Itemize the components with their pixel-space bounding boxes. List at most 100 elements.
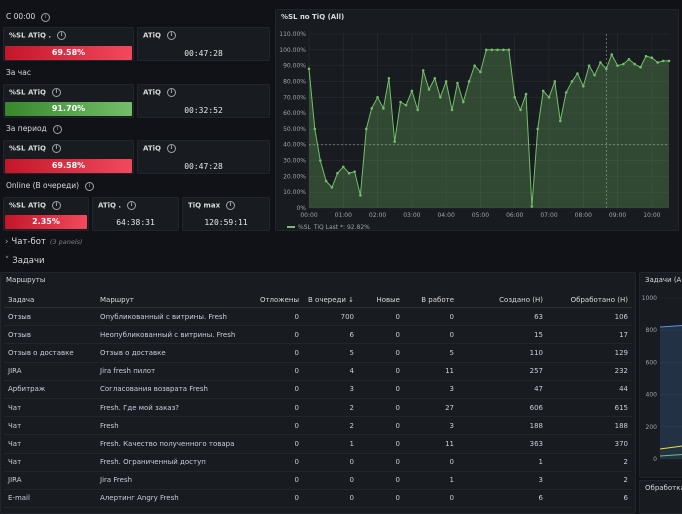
data-point <box>593 73 596 77</box>
data-point <box>479 70 482 74</box>
table-cell: 17 <box>547 325 632 345</box>
info-icon[interactable]: i <box>51 201 61 210</box>
info-icon[interactable]: i <box>167 144 176 153</box>
info-icon[interactable]: i <box>167 31 176 40</box>
sl-value-bar: 69.58% <box>5 159 132 173</box>
data-point <box>622 62 625 66</box>
data-point <box>530 205 534 208</box>
table-cell: 0 <box>358 489 404 509</box>
data-point <box>667 59 671 63</box>
column-header[interactable]: Новые <box>358 292 404 308</box>
table-row[interactable]: Чат Fresh. Качество полученного товара 0 1 0… <box>4 434 632 454</box>
column-header[interactable]: Задача <box>4 292 96 308</box>
data-point <box>359 194 362 197</box>
table-row[interactable]: Отзыв Неопубликованный с витрины. Fresh 0 6… <box>4 325 632 345</box>
data-point <box>513 95 517 99</box>
table-row[interactable]: Чат Fresh. Где мой заказ? 0 2 0 27 606 615 <box>4 398 632 418</box>
column-header[interactable]: В работе <box>404 292 458 308</box>
column-header[interactable]: Обработано (Н) <box>547 292 632 308</box>
info-icon[interactable]: i <box>127 201 137 210</box>
info-icon[interactable]: i <box>51 144 61 153</box>
data-point <box>564 91 568 94</box>
column-header[interactable]: Отложены <box>248 292 303 308</box>
table-cell: 0 <box>404 307 458 327</box>
data-point <box>639 65 642 69</box>
y-tick-label: 0 <box>653 456 657 463</box>
info-icon[interactable]: i <box>52 124 62 134</box>
stat-panel-online-atiq[interactable]: ATiQ . i 64:38:31 <box>92 197 179 231</box>
stat-panel-online-sl[interactable]: %SL ATiQ i 2.35% <box>3 197 89 231</box>
data-point <box>502 48 505 52</box>
table-row[interactable]: JIRA Jira fresh пилот 0 4 0 11 257 232 <box>4 362 632 381</box>
table-cell: Fresh. Качество полученного товара <box>96 434 248 454</box>
stat-panel-now-atiq[interactable]: ATiQ i 00:47:28 <box>137 27 270 61</box>
sl-value-bar: 69.58% <box>5 46 132 60</box>
stat-panel-online-tiqmax[interactable]: TiQ max i 120:59:11 <box>182 197 270 231</box>
table-row[interactable]: E-mail Алертинг Angry Fresh 0 0 0 0 6 6 <box>4 489 632 509</box>
column-header[interactable]: Создано (Н) <box>458 292 547 308</box>
table-cell: 1 <box>303 434 358 454</box>
y-tick-label: 1000 <box>642 295 657 302</box>
y-tick-label: 100.00% <box>279 47 306 54</box>
data-point <box>416 108 419 112</box>
panel-title: %SL ATiQ <box>9 201 46 210</box>
column-header-sorted[interactable]: В очереди ↓ <box>303 292 358 308</box>
table-cell: 27 <box>404 398 458 418</box>
table-row[interactable]: Отзыв Опубликованный с витрины. Fresh 0 700… <box>4 307 632 327</box>
table-cell: 188 <box>458 416 547 436</box>
atiq-value: 00:32:52 <box>184 106 223 115</box>
table-cell: Fresh. Ограниченный доступ <box>96 453 248 472</box>
processing-panel[interactable]: Обработка <box>639 480 682 514</box>
stat-panel-hour-sl[interactable]: %SL ATiQ i 91.70% <box>3 84 134 118</box>
x-tick-label: 10:00 <box>643 212 660 219</box>
table-cell: 257 <box>458 362 547 381</box>
stat-panel-hour-atiq[interactable]: ATiQ i 00:32:52 <box>137 84 270 118</box>
series-line <box>659 454 682 457</box>
stat-panel-period-sl[interactable]: %SL ATiQ i 69.58% <box>3 140 134 174</box>
info-icon[interactable]: i <box>51 88 61 97</box>
y-tick-label: 80.00% <box>283 78 306 85</box>
table-row[interactable]: Чат Fresh. Ограниченный доступ 0 0 0 0 1 2 <box>4 453 632 472</box>
x-tick-label: 06:00 <box>506 212 523 219</box>
data-point <box>490 48 494 52</box>
y-tick-label: 40.00% <box>283 142 306 149</box>
row-chatbot[interactable]: › Чат-бот (3 panels) <box>5 237 83 247</box>
info-icon[interactable]: i <box>167 88 176 97</box>
column-header[interactable]: Маршрут <box>96 292 248 308</box>
data-point <box>507 48 511 52</box>
table-row[interactable]: Арбитраж Согласования возврата Fresh 0 3 0 3 4… <box>4 380 632 399</box>
table-cell: 0 <box>303 453 358 472</box>
table-cell: 44 <box>547 380 632 399</box>
table-row[interactable]: Отзыв о доставке Отзыв о доставке 0 5 0 5 110 1… <box>4 343 632 363</box>
table-cell: 129 <box>547 343 632 363</box>
table-row[interactable]: Чат Fresh 0 2 0 3 188 188 <box>4 416 632 436</box>
table-cell: Отзыв <box>4 307 96 327</box>
table-cell: 0 <box>248 325 303 345</box>
table-cell: 0 <box>248 380 303 399</box>
data-point <box>336 171 339 175</box>
table-cell: 363 <box>458 434 547 454</box>
routes-header-row: Задача Маршрут Отложены В очереди ↓ Новы… <box>4 292 632 308</box>
tasks-all-title: Задачи (All) <box>645 276 682 284</box>
table-cell: 47 <box>458 380 547 399</box>
sl-tiq-chart-panel[interactable]: %SL по TiQ (All) 0% 10.00% 20.00% 30.00% 40.… <box>275 9 679 231</box>
data-point <box>496 48 499 52</box>
table-cell: 370 <box>547 434 632 454</box>
info-icon[interactable]: i <box>85 181 95 191</box>
table-cell: Отзыв <box>4 325 96 345</box>
stat-panel-now-sl[interactable]: %SL ATiQ . i 69.58% <box>3 27 134 61</box>
panel-title: %SL ATiQ <box>9 88 46 97</box>
legend-label: %SL_TiQ Last *: 92.82% <box>298 224 370 230</box>
table-row[interactable]: JIRA Jira Fresh 0 0 0 1 3 2 <box>4 471 632 490</box>
table-cell: 106 <box>547 307 632 327</box>
table-cell: 6 <box>458 489 547 509</box>
info-icon[interactable]: i <box>57 31 67 40</box>
row-tasks[interactable]: ˅ Задачи <box>5 256 45 266</box>
table-cell: Опубликованный с витрины. Fresh <box>96 307 248 327</box>
tasks-all-panel[interactable]: Задачи (All) 1000 800 600 400 200 0 <box>639 272 682 478</box>
info-icon[interactable]: i <box>41 12 51 22</box>
series-line <box>308 49 669 207</box>
info-icon[interactable]: i <box>226 201 236 210</box>
data-point <box>467 80 471 83</box>
stat-panel-period-atiq[interactable]: ATiQ i 00:47:28 <box>137 140 270 174</box>
